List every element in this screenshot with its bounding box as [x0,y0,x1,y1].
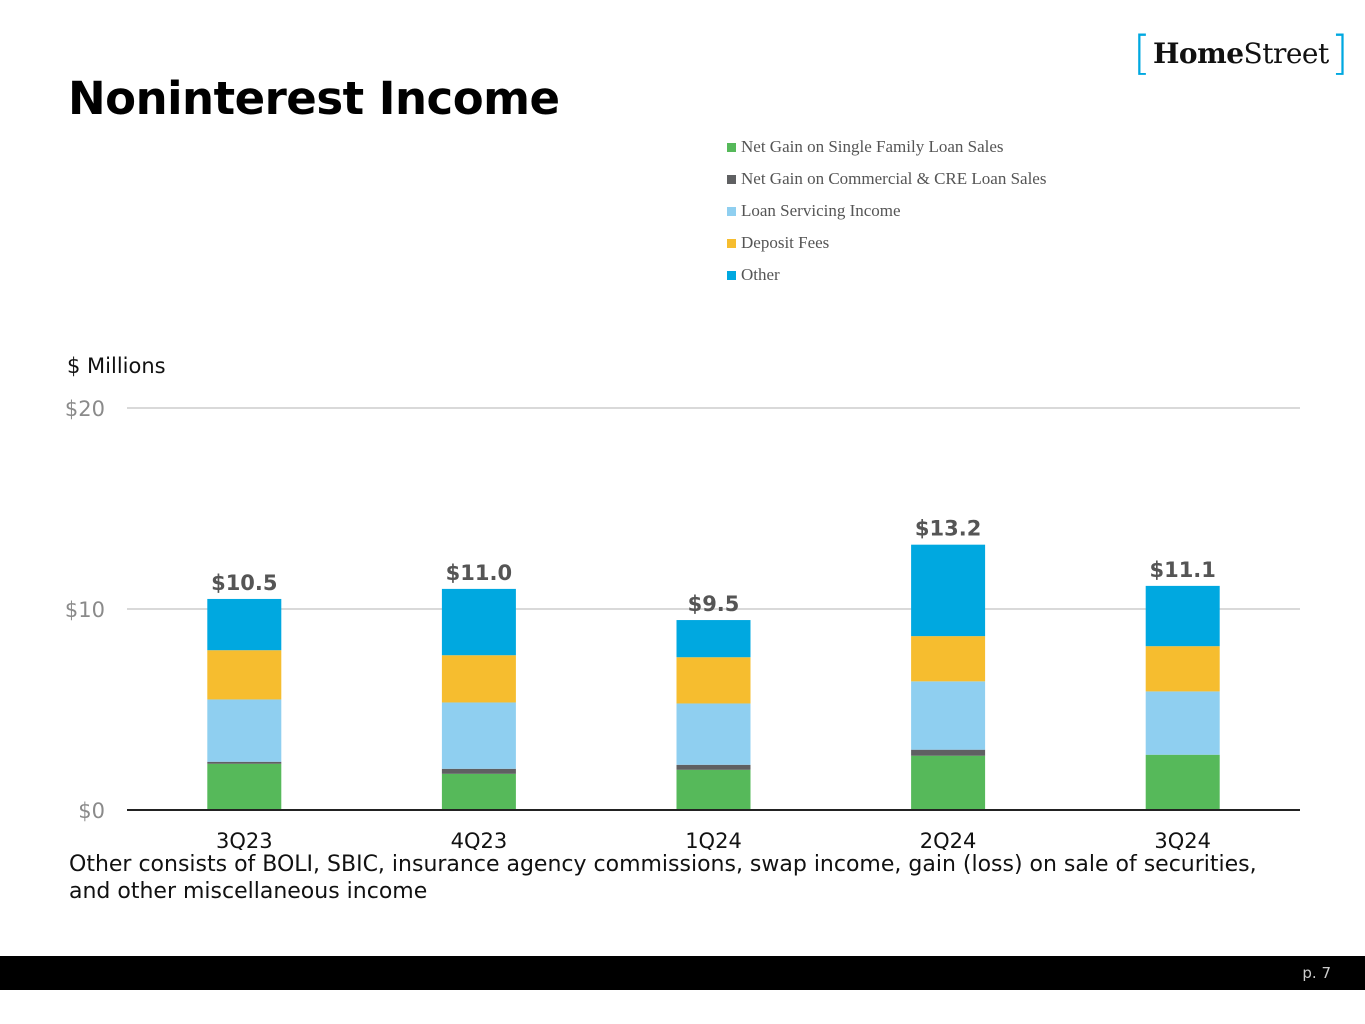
bar-segment [441,768,516,774]
bar-segment [441,588,516,656]
footnote: Other consists of BOLI, SBIC, insurance … [69,852,1257,904]
legend-item-single-family: Net Gain on Single Family Loan Sales [727,131,1046,163]
x-tick-label: 1Q24 [685,829,742,850]
legend-label: Deposit Fees [741,233,830,252]
logo-bracket-open: [ [1133,26,1151,80]
bar-segment [911,681,986,750]
bar-total-label: $11.1 [1149,558,1215,582]
homestreet-logo: [ HomeStreet ] [1133,26,1349,80]
bar-total-label: $9.5 [688,592,740,616]
bar-segment [1145,691,1220,755]
bar-segment [911,749,986,756]
legend-swatch [727,142,736,152]
bar-segment [207,761,282,764]
legend-item-servicing: Loan Servicing Income [727,195,1046,227]
legend-swatch [727,206,736,216]
bar-segment [676,657,751,704]
legend-item-deposit-fees: Deposit Fees [727,227,1046,259]
x-tick-label: 3Q23 [216,829,273,850]
bar-segment [1145,585,1220,647]
y-tick-label: $10 [65,598,105,622]
bar-segment [207,598,282,651]
y-tick-label: $0 [78,799,105,823]
bar-segment [911,636,986,682]
logo-regular-part: Street [1243,36,1330,70]
bar-segment [441,773,516,810]
legend-item-other: Other [727,259,1046,291]
y-tick-label: $20 [65,397,105,421]
bar-segment [207,699,282,762]
bar-segment [676,703,751,765]
unit-label: $ Millions [67,354,166,378]
bar-segment [441,702,516,769]
footer-bar: p. 7 [0,956,1365,990]
page-number: p. 7 [1302,964,1331,982]
bar-segment [676,764,751,770]
bar-segment [1145,754,1220,810]
legend-swatch [727,238,736,248]
logo-bracket-close: ] [1330,26,1349,80]
bar-segment [441,655,516,703]
legend-label: Net Gain on Commercial & CRE Loan Sales [741,169,1047,188]
legend-label: Other [741,265,780,284]
x-tick-label: 3Q24 [1154,829,1211,850]
chart-legend: Net Gain on Single Family Loan Sales Net… [727,131,1046,291]
bar-segment [207,763,282,810]
bar-total-label: $11.0 [446,561,512,585]
stacked-bar-chart: $0 $10 $20 $10.5 3Q23 $11.0 4Q23 $9.5 1Q24 $13.2 2… [65,397,1300,850]
legend-swatch [727,270,736,280]
legend-label: Loan Servicing Income [741,201,901,220]
bar-segment [911,544,986,637]
bar-segment [911,755,986,810]
legend-label: Net Gain on Single Family Loan Sales [741,137,1004,156]
bar-segment [676,620,751,658]
legend-swatch [727,174,736,184]
bar-total-label: $10.5 [211,571,277,595]
bar-segment [676,769,751,810]
x-tick-label: 4Q23 [451,829,508,850]
logo-bold-part: Home [1152,36,1244,70]
bar-total-label: $13.2 [915,517,981,541]
page-title: Noninterest Income [68,72,560,125]
x-tick-label: 2Q24 [920,829,977,850]
legend-item-commercial: Net Gain on Commercial & CRE Loan Sales [727,163,1046,195]
logo-wordmark: HomeStreet [1153,37,1329,70]
bar-segment [207,650,282,700]
bar-segment [1145,646,1220,692]
